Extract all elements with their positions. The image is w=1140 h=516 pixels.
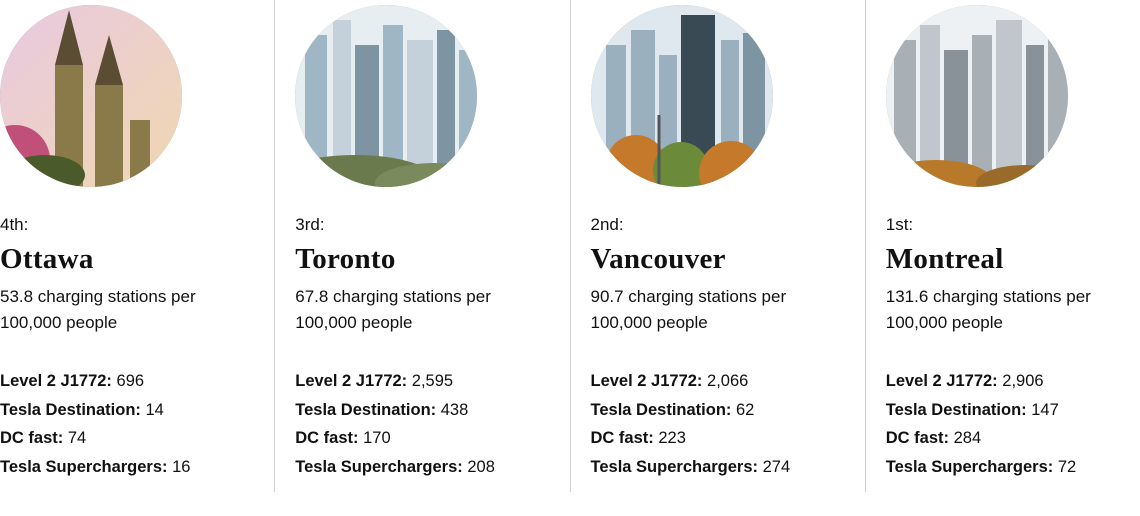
stat-tesla-sc: Tesla Superchargers: 274	[591, 453, 845, 482]
stat-tesla-dest: Tesla Destination: 438	[295, 396, 549, 425]
stat-label: Tesla Superchargers:	[295, 458, 463, 476]
stat-label: DC fast:	[886, 429, 949, 447]
stat-value: 208	[467, 458, 495, 476]
stat-label: DC fast:	[591, 429, 654, 447]
stat-tesla-sc: Tesla Superchargers: 208	[295, 453, 549, 482]
stat-value: 2,066	[707, 372, 748, 390]
rank-label: 4th:	[0, 215, 254, 235]
stats-block: Level 2 J1772: 696 Tesla Destination: 14…	[0, 367, 254, 483]
stat-level2: Level 2 J1772: 2,595	[295, 367, 549, 396]
stat-label: Level 2 J1772:	[0, 372, 112, 390]
stat-label: Tesla Destination:	[0, 401, 141, 419]
stat-level2: Level 2 J1772: 2,066	[591, 367, 845, 396]
city-card-toronto: 3rd: Toronto 67.8 charging stations per …	[274, 0, 569, 492]
city-image-ottawa	[0, 5, 182, 187]
stat-label: DC fast:	[295, 429, 358, 447]
stations-per-capita: 90.7 charging stations per 100,000 peopl…	[591, 284, 845, 337]
city-card-vancouver: 2nd: Vancouver 90.7 charging stations pe…	[570, 0, 865, 492]
city-name: Montreal	[886, 243, 1140, 276]
city-image-vancouver	[591, 5, 773, 187]
stat-label: Level 2 J1772:	[591, 372, 703, 390]
stat-label: Tesla Superchargers:	[591, 458, 759, 476]
city-image-toronto	[295, 5, 477, 187]
stat-level2: Level 2 J1772: 2,906	[886, 367, 1140, 396]
rank-label: 2nd:	[591, 215, 845, 235]
stat-value: 223	[658, 429, 686, 447]
stats-block: Level 2 J1772: 2,066 Tesla Destination: …	[591, 367, 845, 483]
stat-value: 2,595	[412, 372, 453, 390]
stats-block: Level 2 J1772: 2,906 Tesla Destination: …	[886, 367, 1140, 483]
stations-per-capita: 131.6 charging stations per 100,000 peop…	[886, 284, 1140, 337]
stat-value: 147	[1031, 401, 1059, 419]
stat-value: 438	[441, 401, 469, 419]
stat-label: DC fast:	[0, 429, 63, 447]
city-cards-row: 4th: Ottawa 53.8 charging stations per 1…	[0, 0, 1140, 492]
stat-tesla-sc: Tesla Superchargers: 72	[886, 453, 1140, 482]
stat-label: Tesla Destination:	[886, 401, 1027, 419]
stat-dc-fast: DC fast: 74	[0, 424, 254, 453]
city-card-montreal: 1st: Montreal 131.6 charging stations pe…	[865, 0, 1140, 492]
stations-per-capita: 53.8 charging stations per 100,000 peopl…	[0, 284, 254, 337]
stat-level2: Level 2 J1772: 696	[0, 367, 254, 396]
stat-tesla-dest: Tesla Destination: 147	[886, 396, 1140, 425]
stat-label: Tesla Superchargers:	[0, 458, 168, 476]
stat-value: 170	[363, 429, 391, 447]
stats-block: Level 2 J1772: 2,595 Tesla Destination: …	[295, 367, 549, 483]
stations-per-capita: 67.8 charging stations per 100,000 peopl…	[295, 284, 549, 337]
stat-value: 2,906	[1002, 372, 1043, 390]
city-card-ottawa: 4th: Ottawa 53.8 charging stations per 1…	[0, 0, 274, 492]
stat-value: 62	[736, 401, 754, 419]
stat-value: 284	[954, 429, 982, 447]
stat-value: 14	[145, 401, 163, 419]
stat-value: 16	[172, 458, 190, 476]
stat-value: 696	[117, 372, 145, 390]
stat-value: 72	[1058, 458, 1076, 476]
city-name: Vancouver	[591, 243, 845, 276]
stat-tesla-dest: Tesla Destination: 62	[591, 396, 845, 425]
stat-value: 274	[763, 458, 791, 476]
stat-label: Level 2 J1772:	[886, 372, 998, 390]
stat-dc-fast: DC fast: 223	[591, 424, 845, 453]
city-name: Toronto	[295, 243, 549, 276]
city-image-montreal	[886, 5, 1068, 187]
rank-label: 1st:	[886, 215, 1140, 235]
stat-value: 74	[68, 429, 86, 447]
stat-tesla-sc: Tesla Superchargers: 16	[0, 453, 254, 482]
stat-label: Tesla Destination:	[591, 401, 732, 419]
stat-dc-fast: DC fast: 170	[295, 424, 549, 453]
rank-label: 3rd:	[295, 215, 549, 235]
city-name: Ottawa	[0, 243, 254, 276]
stat-label: Tesla Superchargers:	[886, 458, 1054, 476]
stat-label: Tesla Destination:	[295, 401, 436, 419]
stat-tesla-dest: Tesla Destination: 14	[0, 396, 254, 425]
stat-dc-fast: DC fast: 284	[886, 424, 1140, 453]
stat-label: Level 2 J1772:	[295, 372, 407, 390]
